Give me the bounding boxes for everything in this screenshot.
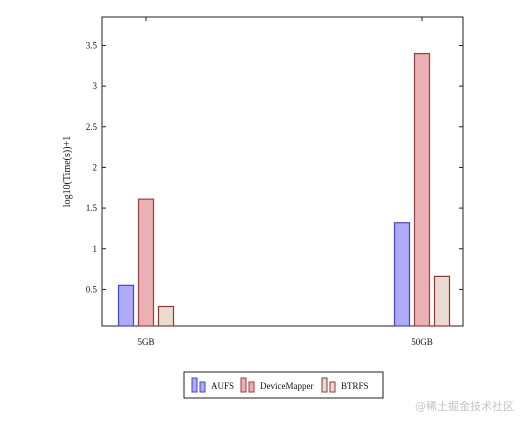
y-tick-label: 3: [93, 81, 98, 91]
watermark-text: @稀土掘金技术社区: [415, 400, 514, 413]
legend: AUFS DeviceMapper BTRFS: [183, 371, 384, 399]
bar-devicemapper-5gb: [137, 198, 155, 327]
legend-label-btrfs: BTRFS: [341, 381, 369, 391]
legend-swatch-aufs: [191, 377, 198, 393]
bar-btrfs-5gb: [157, 305, 175, 327]
legend-swatch-btrfs: [329, 381, 336, 393]
legend-swatch-devicemapper: [248, 381, 255, 393]
bar-aufs-50gb: [393, 222, 411, 327]
y-tick-label: 2.5: [86, 122, 98, 132]
y-tick-label: 1.5: [86, 203, 98, 213]
legend-swatch-devicemapper: [240, 377, 247, 393]
bar-aufs-5gb: [117, 284, 135, 327]
legend-swatch-btrfs: [321, 377, 328, 393]
y-tick-label: 2: [93, 162, 98, 172]
x-tick-label: 5GB: [137, 337, 154, 347]
legend-label-devicemapper: DeviceMapper: [260, 381, 313, 391]
legend-box: [183, 371, 384, 399]
y-tick-label: 3.5: [86, 40, 98, 50]
legend-label-aufs: AUFS: [211, 381, 234, 391]
x-tick-label: 50GB: [411, 337, 433, 347]
y-axis-label: log10(Time(s))+1: [62, 136, 73, 207]
bar-btrfs-50gb: [433, 275, 451, 327]
bar-devicemapper-50gb: [413, 52, 431, 327]
y-tick-label: 0.5: [86, 284, 98, 294]
y-tick-label: 1: [93, 244, 98, 254]
plot-frame: [101, 16, 464, 327]
plot-area: 0.5 1 1.5 2 2.5 3 3.5 log10(Time(s))+1 5GB 50GB: [62, 16, 464, 347]
legend-swatch-aufs: [199, 381, 206, 393]
